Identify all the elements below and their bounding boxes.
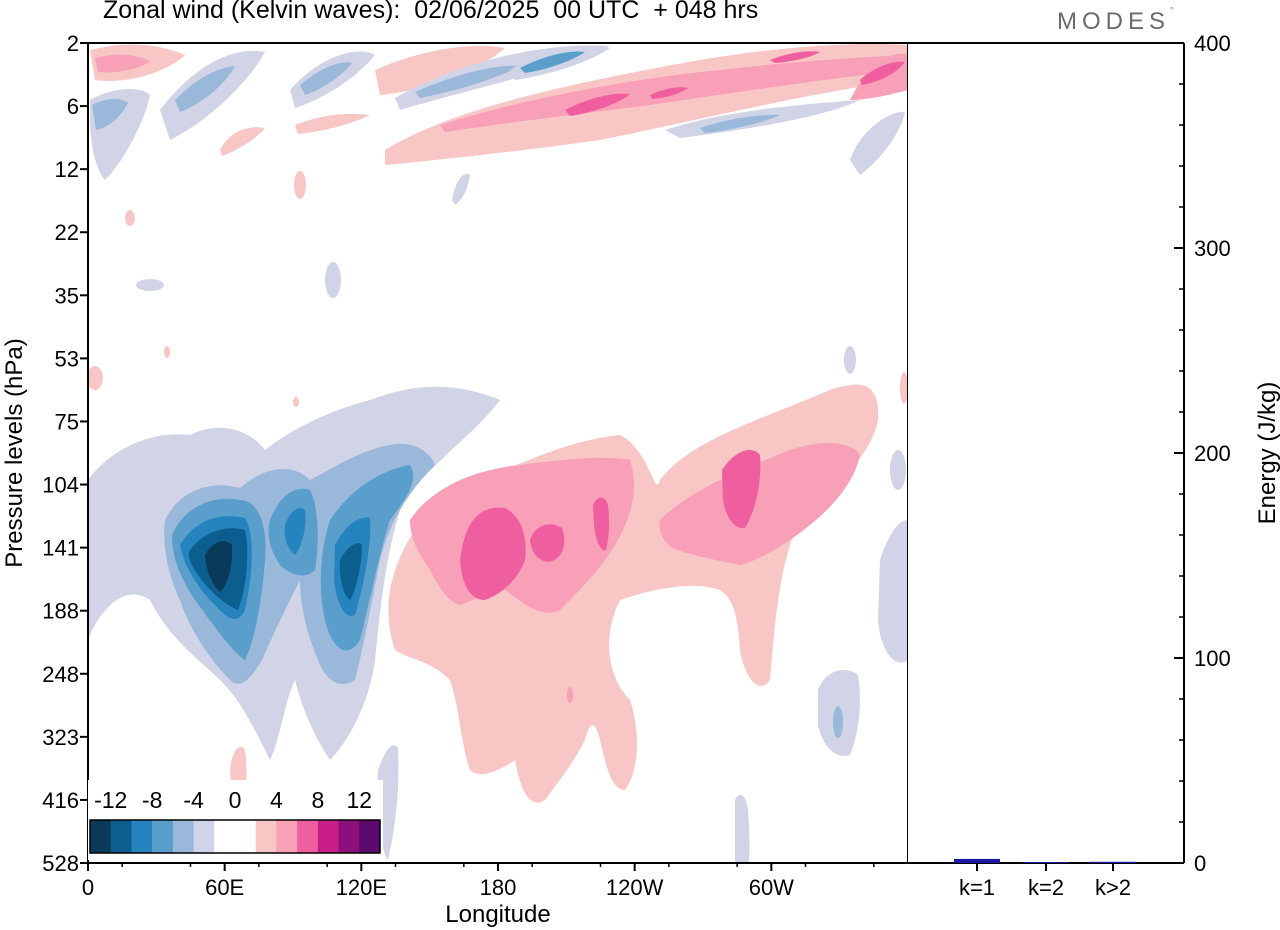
y-level-label: 248 [42, 662, 79, 687]
colorbar-swatches [90, 820, 381, 853]
energy-panel: 0 100 200 300 400 k=1 k=2 k>2 Energy (J/kg) [908, 31, 1280, 900]
colorbar-label: -12 [94, 787, 127, 813]
x-tick-label: 0 [82, 875, 94, 900]
energy-category-label: k=1 [959, 875, 995, 900]
colorbar-swatch [172, 820, 195, 853]
energy-plot-background [908, 43, 1184, 863]
energy-x-labels: k=1 k=2 k>2 [959, 863, 1131, 900]
heatmap-plot: 2 6 12 22 35 53 75 104 141 188 248 323 416 528 0 60E 12… [1, 31, 909, 928]
colorbar-swatch [359, 820, 381, 853]
modes-logo: MODES° [1057, 6, 1174, 36]
y-level-label: 104 [42, 473, 79, 498]
colorbar-swatch [152, 820, 174, 853]
y-level-label: 53 [55, 346, 79, 371]
logo-mark: ° [1170, 6, 1174, 15]
energy-category-label: k>2 [1095, 875, 1131, 900]
colorbar-label: 4 [270, 787, 283, 813]
x-tick-label: 60E [205, 875, 244, 900]
colorbar-swatch [110, 820, 132, 853]
colorbar-swatch [276, 820, 298, 853]
colorbar-labels: -12 -8 -4 0 4 8 12 [94, 787, 372, 813]
negative-anomaly-region [88, 386, 908, 863]
y-level-label: 22 [55, 220, 79, 245]
energy-bar [954, 858, 1000, 863]
colorbar-swatch [317, 820, 340, 853]
colorbar: -12 -8 -4 0 4 8 12 [88, 780, 383, 860]
colorbar-label: 8 [311, 787, 324, 813]
y-level-label: 12 [55, 157, 79, 182]
x-tick-label: 60W [749, 875, 794, 900]
colorbar-swatch [338, 820, 360, 853]
y-level-label: 416 [42, 788, 79, 813]
y-level-label: 75 [55, 409, 79, 434]
y-axis-title: Pressure levels (hPa) [1, 338, 28, 567]
contour-fields [88, 43, 908, 863]
colorbar-swatch [255, 820, 277, 853]
x-tick-label: 180 [480, 875, 517, 900]
y-level-label: 188 [42, 599, 79, 624]
x-tick-label: 120E [336, 875, 387, 900]
positive-anomaly-region [230, 384, 879, 815]
colorbar-swatch [90, 820, 112, 853]
colorbar-frame [89, 819, 381, 854]
y-level-label: 141 [42, 536, 79, 561]
colorbar-swatch [297, 820, 319, 853]
y-level-label: 528 [42, 851, 79, 876]
x-axis-ticks: 0 60E 120E 180 120W 60W [82, 863, 875, 900]
colorbar-label: -4 [183, 787, 204, 813]
energy-axis-title: Energy (J/kg) [1254, 382, 1280, 525]
energy-bars [954, 858, 1136, 863]
chart-title: Zonal wind (Kelvin waves): 02/06/2025 00… [103, 0, 759, 24]
energy-tick-label: 400 [1194, 31, 1231, 56]
x-tick-label: 120W [606, 875, 664, 900]
colorbar-swatch [193, 820, 215, 853]
y-level-label: 6 [67, 94, 79, 119]
y-level-label: 35 [55, 283, 79, 308]
logo-text: MODES [1057, 8, 1171, 35]
upper-wave-bands [90, 43, 908, 205]
energy-bar [1023, 861, 1069, 863]
colorbar-label: 12 [346, 787, 372, 813]
energy-tick-label: 100 [1194, 646, 1231, 671]
x-axis-title: Longitude [445, 901, 550, 928]
energy-bar [1090, 861, 1136, 863]
y-level-label: 2 [67, 31, 79, 56]
colorbar-label: -8 [142, 787, 162, 813]
y-axis-levels: 2 6 12 22 35 53 75 104 141 188 248 323 416 528 [42, 31, 88, 876]
y-level-label: 323 [42, 725, 79, 750]
energy-category-label: k=2 [1028, 875, 1064, 900]
colorbar-swatch [214, 820, 236, 853]
colorbar-swatch [235, 820, 257, 853]
colorbar-label: 0 [229, 787, 242, 813]
energy-y-ticks: 0 100 200 300 400 [1174, 31, 1231, 876]
isolated-patches [88, 171, 908, 490]
energy-tick-label: 200 [1194, 441, 1231, 466]
energy-tick-label: 0 [1194, 851, 1206, 876]
colorbar-swatch [131, 820, 153, 853]
energy-tick-label: 300 [1194, 236, 1231, 261]
